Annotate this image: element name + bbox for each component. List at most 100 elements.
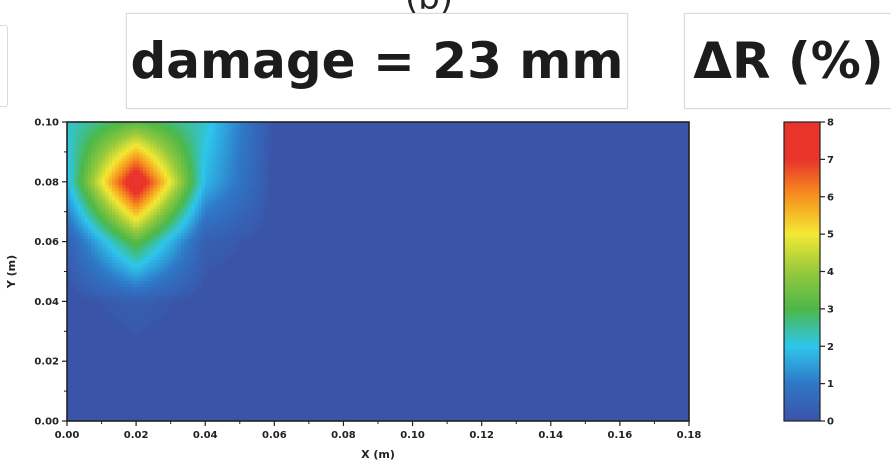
heatmap-cell: [257, 122, 262, 126]
heatmap-cell: [94, 124, 99, 129]
heatmap-cell: [129, 301, 134, 305]
heatmap-cell: [246, 166, 251, 171]
heatmap-cell: [225, 136, 231, 141]
heatmap-cell: [239, 193, 244, 198]
heatmap-cell: [84, 166, 89, 171]
heatmap-cell: [77, 139, 82, 144]
heatmap-cell: [73, 205, 78, 210]
heatmap-cell: [108, 247, 113, 252]
heatmap-cell: [129, 259, 134, 264]
heatmap-cell: [191, 274, 196, 279]
heatmap-cell: [101, 122, 106, 126]
heatmap-cell: [170, 286, 175, 291]
heatmap-cell: [187, 187, 192, 192]
heatmap-cell: [132, 193, 137, 198]
heatmap-cell: [246, 163, 251, 168]
heatmap-cell: [149, 163, 154, 168]
heatmap-cell: [191, 151, 196, 156]
heatmap-cell: [156, 163, 161, 168]
heatmap-cell: [139, 154, 144, 159]
heatmap-cell: [243, 124, 248, 129]
heatmap-cell: [143, 190, 148, 195]
heatmap-cell: [208, 208, 213, 213]
heatmap-cell: [129, 193, 134, 198]
heatmap-cell: [232, 169, 237, 174]
heatmap-cell: [156, 280, 161, 285]
heatmap-cell: [146, 202, 151, 207]
heatmap-cell: [139, 322, 144, 326]
heatmap-cell: [184, 295, 189, 300]
heatmap-cell: [219, 238, 224, 243]
heatmap-cell: [225, 214, 231, 219]
heatmap-cell: [170, 280, 175, 285]
heatmap-cell: [170, 229, 175, 234]
heatmap-cell: [73, 277, 78, 282]
heatmap-cell: [77, 271, 82, 276]
heatmap-cell: [156, 184, 161, 189]
heatmap-cell: [212, 232, 217, 237]
heatmap-cell: [174, 262, 179, 267]
heatmap-cell: [208, 169, 213, 174]
heatmap-cell: [167, 130, 172, 135]
heatmap-cell: [108, 235, 113, 240]
heatmap-cell: [156, 166, 161, 171]
heatmap-cell: [105, 178, 110, 183]
heatmap-cell: [208, 226, 213, 231]
heatmap-cell: [222, 184, 227, 189]
heatmap-cell: [132, 289, 137, 294]
heatmap-cell: [143, 127, 148, 132]
heatmap-cell: [191, 139, 196, 144]
heatmap-cell: [177, 265, 182, 270]
heatmap-cell: [98, 139, 103, 144]
heatmap-cell: [149, 187, 154, 192]
heatmap-cell: [67, 208, 72, 213]
heatmap-cell: [132, 325, 137, 329]
heatmap-cell: [236, 145, 241, 150]
heatmap-cell: [122, 319, 127, 323]
heatmap-cell: [101, 163, 106, 168]
heatmap-cell: [167, 214, 172, 219]
heatmap-cell: [122, 247, 127, 252]
heatmap-cell: [139, 178, 144, 183]
heatmap-cell: [80, 268, 85, 273]
heatmap-cell: [263, 136, 269, 141]
heatmap-cell: [149, 136, 154, 141]
heatmap-cell: [80, 154, 85, 159]
heatmap-cell: [194, 208, 199, 213]
heatmap-cell: [98, 133, 103, 138]
heatmap-cell: [236, 211, 241, 216]
heatmap-cell: [246, 127, 251, 132]
heatmap-cell: [222, 217, 227, 222]
heatmap-cell: [205, 136, 210, 141]
heatmap-cell: [205, 208, 210, 213]
heatmap-cell: [143, 181, 148, 186]
heatmap-cell: [236, 238, 241, 243]
heatmap-cell: [132, 256, 137, 261]
heatmap-cell: [118, 286, 123, 291]
heatmap-cell: [91, 139, 96, 144]
heatmap-cell: [250, 211, 255, 216]
heatmap-cell: [212, 253, 217, 258]
heatmap-cell: [174, 187, 179, 192]
heatmap-cell: [132, 124, 137, 129]
heatmap-cell: [156, 130, 161, 135]
heatmap-cell: [122, 199, 127, 204]
heatmap-cell: [194, 160, 199, 165]
heatmap-cell: [146, 292, 151, 297]
heatmap-cell: [111, 220, 116, 225]
heatmap-cell: [111, 142, 116, 147]
heatmap-cell: [94, 223, 99, 228]
heatmap-cell: [184, 283, 189, 288]
heatmap-cell: [187, 193, 192, 198]
heatmap-cell: [87, 280, 92, 285]
heatmap-cell: [257, 163, 262, 168]
heatmap-cell: [219, 223, 224, 228]
heatmap-cell: [187, 196, 192, 201]
heatmap-cell: [194, 244, 199, 249]
heatmap-cell: [115, 142, 120, 147]
heatmap-cell: [149, 241, 154, 246]
heatmap-cell: [184, 124, 189, 129]
heatmap-cell: [115, 130, 120, 135]
heatmap-cell: [225, 244, 231, 249]
heatmap-cell: [222, 178, 227, 183]
